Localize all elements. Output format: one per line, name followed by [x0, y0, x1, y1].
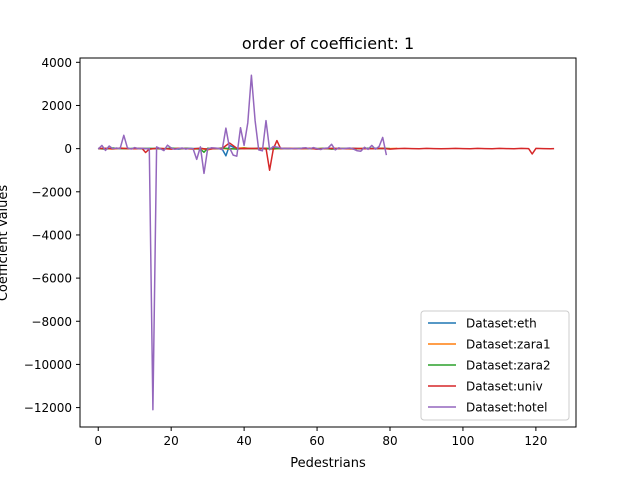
legend-label: Dataset:eth: [466, 317, 537, 331]
legend-box: [420, 310, 570, 421]
x-tick-label: 120: [524, 434, 547, 448]
y-tick-label: −8000: [31, 315, 72, 329]
y-tick-label: 0: [64, 142, 72, 156]
x-tick-label: 0: [94, 434, 102, 448]
y-tick-label: −10000: [24, 358, 72, 372]
x-tick-label: 40: [236, 434, 251, 448]
legend: Dataset:eth Dataset:zara1 Dataset:zara2 Dat…: [420, 310, 570, 421]
x-tick-label: 100: [451, 434, 474, 448]
x-tick-label: 80: [382, 434, 397, 448]
legend-label: Dataset:zara1: [466, 338, 551, 352]
y-tick-label: 4000: [41, 56, 72, 70]
y-axis-label: Coefficient Values: [0, 185, 11, 302]
y-tick-label: −12000: [24, 401, 72, 415]
x-tick-label: 20: [164, 434, 179, 448]
y-tick-label: −4000: [31, 228, 72, 242]
plot-frame: [79, 57, 577, 428]
chart-title: order of coefficient: 1: [242, 34, 414, 53]
series-layer: [97, 74, 555, 411]
series-line-dataset-hotel: [97, 74, 388, 411]
axes-layer: 0 20 40 60 80 100 120 4000 2000 0 −2000 −4000 −6000 −…: [24, 56, 577, 448]
legend-label: Dataset:univ: [466, 380, 543, 394]
legend-label: Dataset:hotel: [466, 401, 547, 415]
y-tick-label: 2000: [41, 99, 72, 113]
x-axis-label: Pedestrians: [290, 456, 366, 471]
legend-label: Dataset:zara2: [466, 359, 551, 373]
y-tick-label: −6000: [31, 272, 72, 286]
x-tick-label: 60: [309, 434, 324, 448]
y-tick-label: −2000: [31, 185, 72, 199]
